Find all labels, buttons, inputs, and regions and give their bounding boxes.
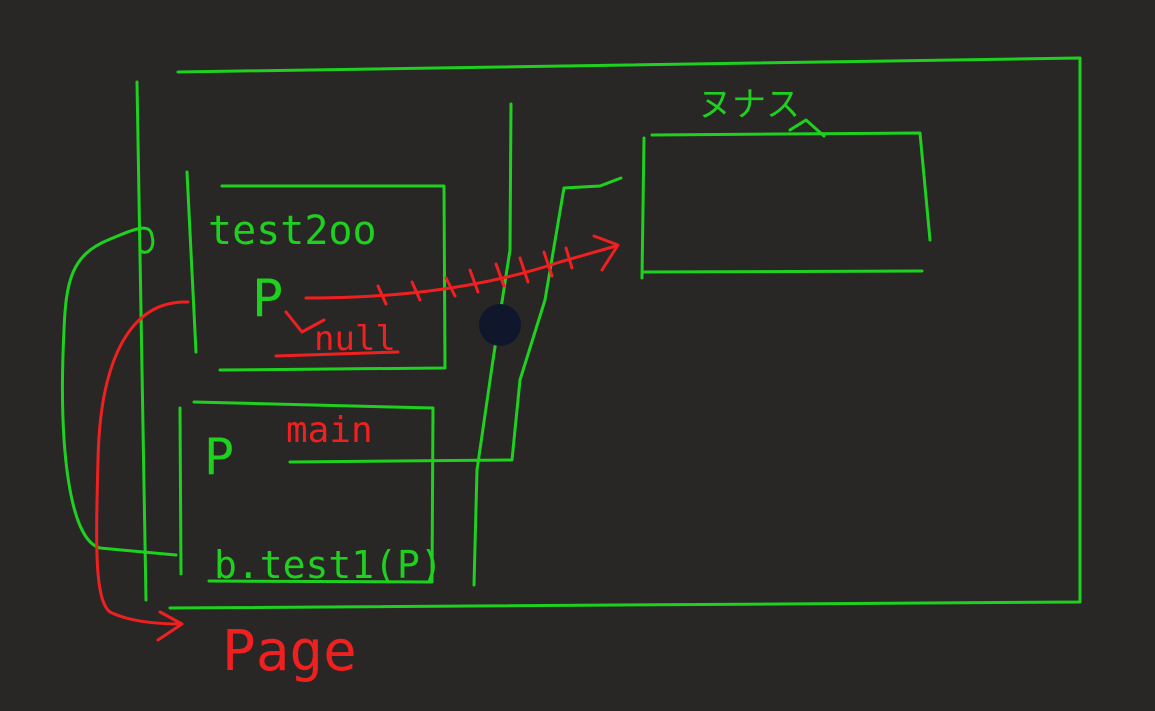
memory-region-outline xyxy=(168,56,1082,610)
call-return-loop xyxy=(61,226,178,557)
null-value: null xyxy=(314,319,396,359)
frame-test200-box xyxy=(185,170,447,372)
stack-divider-right xyxy=(288,176,623,464)
pen-cursor xyxy=(479,304,521,346)
page-label: Page xyxy=(222,619,357,684)
heap-object-box xyxy=(640,131,932,280)
p-to-null-arrow xyxy=(284,310,326,334)
memory-region-left-edge xyxy=(135,80,148,602)
heap-object-pointer-mark xyxy=(788,118,826,138)
call-line-label: b.test1(P) xyxy=(214,543,443,587)
crossed-reference-line xyxy=(304,234,620,300)
frame-main-label: main xyxy=(286,410,373,451)
reference-cross-marks xyxy=(376,246,574,306)
null-underline xyxy=(274,350,400,358)
frame-main-box xyxy=(178,400,435,584)
heap-label: ヌナス xyxy=(698,85,800,125)
stack-divider-left xyxy=(472,102,513,587)
frame-test200-label: test2oo xyxy=(208,208,377,254)
page-pointer-arrow xyxy=(95,300,190,642)
var-p-upper: P xyxy=(252,269,283,329)
var-p-lower: P xyxy=(204,428,234,486)
